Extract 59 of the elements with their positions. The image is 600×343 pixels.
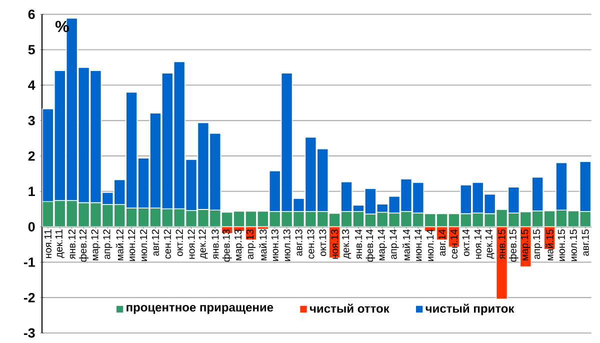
x-tick-label: июн.15	[558, 229, 565, 261]
x-tick-label: окт.12	[176, 230, 183, 256]
x-tick-label: авг.13	[295, 229, 302, 256]
y-tick-label: 4	[28, 80, 36, 90]
x-tick-label: апр.15	[533, 229, 542, 260]
x-tick-label: авг.14	[438, 229, 446, 256]
x-tick-label: окт.14	[462, 229, 470, 256]
x-tick-label: дек.12	[198, 230, 208, 259]
x-tick-label: сен.13	[307, 229, 314, 259]
x-tick-label: июл.12	[140, 230, 148, 261]
x-tick-label: ноя.14	[474, 229, 482, 259]
x-tick-label: сен.12	[164, 230, 171, 259]
x-tick-label: авг.12	[152, 230, 159, 256]
y-tick-label: -2	[24, 292, 35, 302]
x-tick-label: янв.12	[68, 230, 76, 260]
legend-label: процентное приращение	[126, 304, 274, 314]
x-tick-label: дек.13	[342, 229, 352, 259]
legend-label: чистый отток	[310, 304, 390, 313]
y-tick-label: -3	[24, 328, 35, 338]
x-tick-label: дек.14	[485, 229, 494, 259]
x-tick-label: ноя.11	[44, 230, 52, 258]
x-tick-label: апр.13	[246, 229, 256, 260]
x-tick-label: авг.15	[582, 229, 589, 256]
x-tick-label: фев.14	[366, 229, 376, 262]
x-tick-label: фев.13	[222, 229, 232, 262]
x-tick-label: июл.15	[570, 229, 577, 261]
x-tick-label: июн.12	[128, 230, 136, 261]
y-tick-label: 3	[28, 116, 35, 126]
x-tick-label: май.13	[259, 229, 267, 260]
x-tick-label: май.15	[546, 229, 554, 260]
x-tick-label: янв.14	[355, 229, 362, 260]
y-tick-label: 5	[28, 45, 35, 54]
x-tick-label: дек.11	[55, 230, 64, 258]
x-tick-label: ноя.13	[331, 229, 338, 259]
x-tick-label: мар.13	[234, 229, 244, 260]
legend-label: чистый приток	[426, 304, 514, 316]
x-tick-label: май.12	[116, 230, 124, 260]
x-tick-label: ноя.12	[188, 230, 195, 259]
x-tick-label: май.14	[402, 229, 410, 260]
x-tick-label: фев.12	[79, 230, 88, 262]
x-tick-label: июн.13	[271, 229, 278, 261]
y-tick-label: -1	[24, 258, 35, 267]
x-tick-label: июл.13	[283, 229, 290, 261]
x-tick-label: июн.14	[414, 229, 422, 261]
x-tick-label: мар.15	[521, 229, 530, 260]
x-tick-label: мар.14	[378, 229, 387, 260]
y-tick-label: 0	[28, 222, 35, 232]
y-tick-label: 6	[28, 10, 35, 20]
x-tick-label: сен.14	[450, 229, 458, 259]
y-tick-label: 1	[28, 186, 35, 196]
x-tick-label: окт.13	[319, 229, 326, 256]
y-tick-label: 2	[28, 151, 35, 161]
x-tick-label: апр.12	[103, 230, 112, 260]
x-tick-label: мар.12	[91, 230, 100, 260]
x-tick-label: апр.14	[390, 229, 399, 260]
x-tick-label: янв.15	[498, 229, 506, 260]
x-tick-label: июл.14	[426, 229, 434, 261]
x-tick-label: фев.15	[509, 229, 518, 262]
x-tick-label: янв.13	[212, 229, 219, 260]
